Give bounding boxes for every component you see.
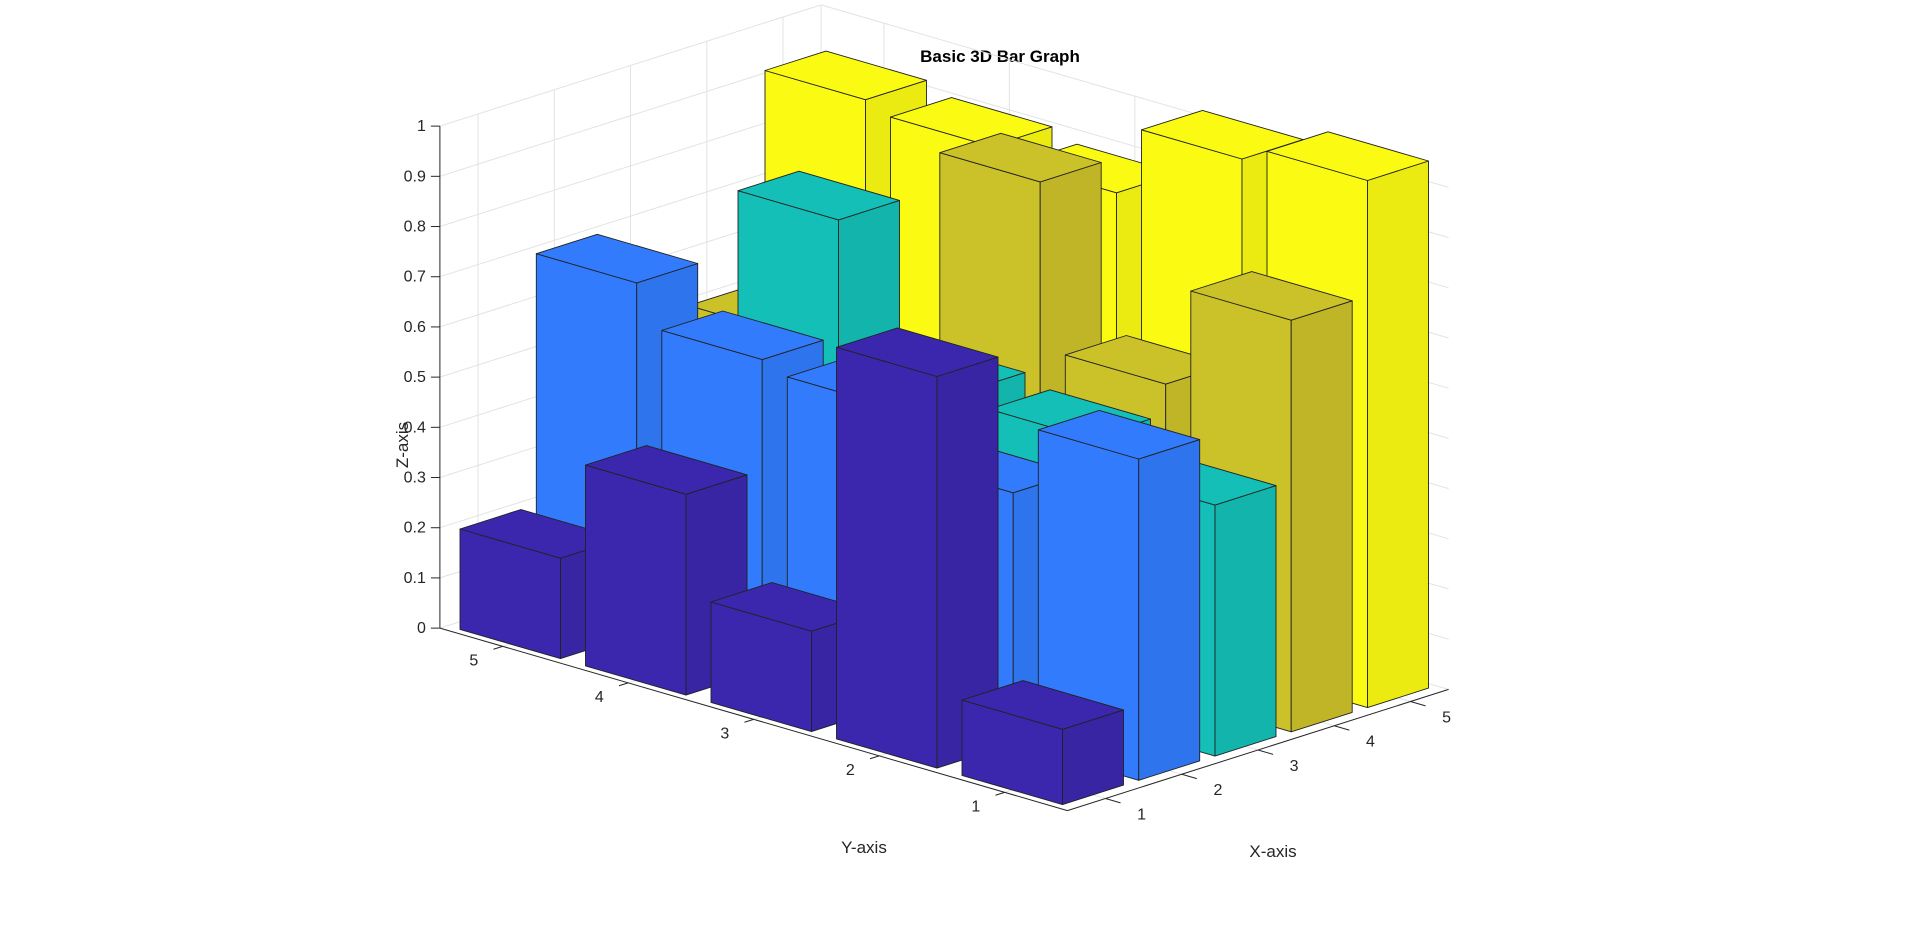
z-tick-label-0: 0	[417, 620, 426, 637]
bar-top-face	[1190, 271, 1353, 321]
z-tick-label-6: 0.6	[404, 319, 426, 336]
x-tick-2	[1181, 773, 1197, 780]
z-tick-label-5: 0.5	[404, 369, 426, 386]
bar-top-face	[1266, 131, 1429, 181]
x-tick-4	[1334, 725, 1350, 731]
x-tick-1	[1105, 798, 1121, 804]
bar-x1-y2	[836, 327, 999, 769]
bar-top-face	[890, 97, 1053, 147]
bar-x1-y1	[961, 680, 1124, 806]
z-tick-label-1: 0.1	[404, 570, 426, 587]
x-axis-label: X-axis	[1249, 842, 1296, 861]
y-tick-4	[618, 682, 629, 687]
x-tick-label-1: 1	[1137, 806, 1146, 823]
bars	[459, 50, 1429, 806]
bar-top-face	[764, 50, 927, 101]
axes	[430, 125, 1449, 812]
x-tick-3	[1257, 749, 1274, 755]
y-axis-label: Y-axis	[841, 838, 887, 857]
y-axis-line	[439, 627, 1068, 812]
x-tick-label-2: 2	[1213, 782, 1222, 799]
z-tick-label-9: 0.9	[404, 168, 426, 185]
z-axis-label: Z-axis	[393, 422, 412, 468]
bar-side-face	[1367, 160, 1429, 709]
z-tick-label-2: 0.2	[404, 520, 426, 537]
z-tick-label-3: 0.3	[404, 470, 426, 487]
bar-top-face	[1037, 409, 1201, 460]
y-tick-label-1: 1	[971, 799, 980, 816]
tick-labels: 1 2 3 4 5 1 2 3 4 5 0 0.1 0.2 0.3 0.4 0.5 0.6 0.7 0.8 0.9 1	[404, 118, 1451, 823]
y-tick-label-4: 4	[595, 689, 604, 706]
bar-side-face	[1138, 439, 1201, 781]
y-tick-1	[995, 791, 1005, 796]
bar-top-face	[961, 680, 1124, 730]
y-tick-label-5: 5	[469, 653, 478, 670]
y-tick-label-3: 3	[720, 726, 729, 743]
z-tick-label-4: 0.4	[404, 419, 426, 436]
y-tick-3	[744, 718, 754, 723]
bar-top-face	[737, 170, 900, 221]
x-tick-label-3: 3	[1290, 758, 1299, 775]
y-tick-label-2: 2	[846, 762, 855, 779]
bar-front-face	[836, 346, 938, 769]
bar-top-face	[836, 327, 999, 377]
bar-top-face	[939, 132, 1102, 183]
bar-side-face	[1214, 485, 1277, 757]
bar-top-face	[535, 233, 699, 284]
bar-side-face	[1290, 300, 1353, 733]
bar-front-face	[585, 464, 687, 696]
bar-top-face	[585, 445, 748, 495]
z-tick-label-10: 1	[417, 118, 426, 135]
x-tick-label-5: 5	[1442, 709, 1451, 726]
x-tick-label-4: 4	[1366, 734, 1375, 751]
z-tick-label-8: 0.8	[404, 219, 426, 236]
bar-top-face	[661, 310, 824, 361]
y-tick-5	[493, 645, 503, 650]
x-tick-5	[1410, 701, 1426, 707]
y-tick-2	[869, 755, 880, 760]
z-tick-label-7: 0.7	[404, 269, 426, 286]
